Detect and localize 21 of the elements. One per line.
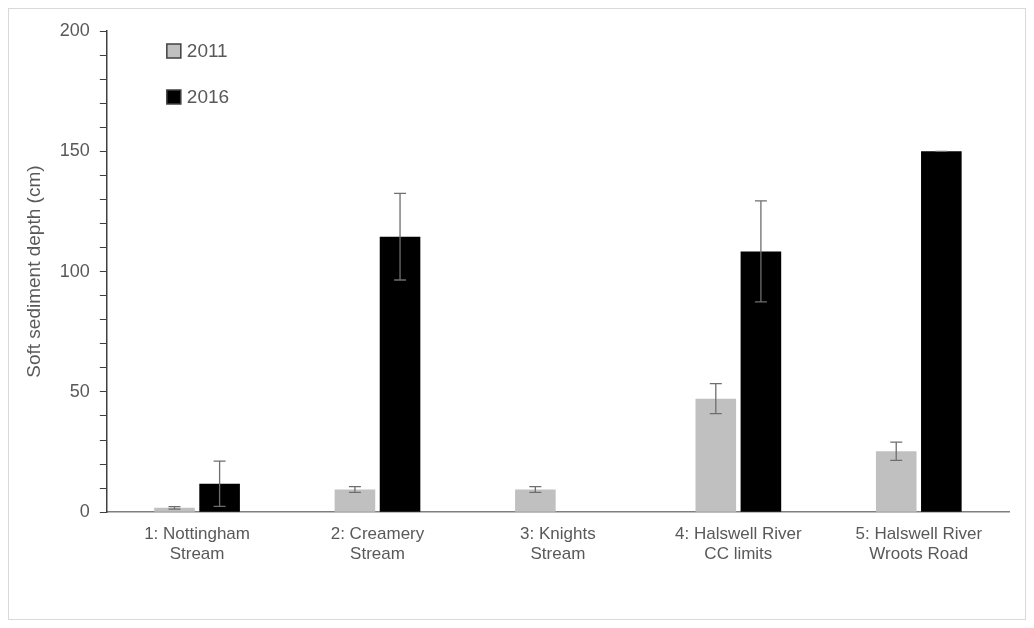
bar [379, 236, 421, 512]
y-tick-label: 100 [59, 260, 90, 281]
bar [695, 398, 737, 512]
y-tick-label: 200 [59, 19, 90, 40]
y-tick-label: 0 [79, 501, 90, 522]
y-axis-title: Soft sediment depth (cm) [22, 165, 44, 378]
legend-label: 2011 [186, 40, 228, 62]
y-tick-label: 150 [59, 140, 90, 161]
y-tick-label: 50 [69, 380, 90, 401]
x-tick-label: 1: Nottingham Stream [144, 524, 250, 564]
x-tick-label: 5: Halswell River Wroots Road [855, 524, 983, 564]
bar [921, 151, 962, 512]
x-tick-label: 3: Knights Stream [520, 524, 596, 564]
x-tick-label: 2: Creamery Stream [330, 524, 425, 564]
bar [515, 489, 556, 512]
bar [740, 251, 782, 512]
legend-label: 2016 [186, 86, 230, 108]
bar [334, 489, 376, 512]
bar [199, 483, 240, 512]
x-tick-label: 4: Halswell River CC limits [675, 524, 802, 564]
bar [875, 451, 917, 512]
